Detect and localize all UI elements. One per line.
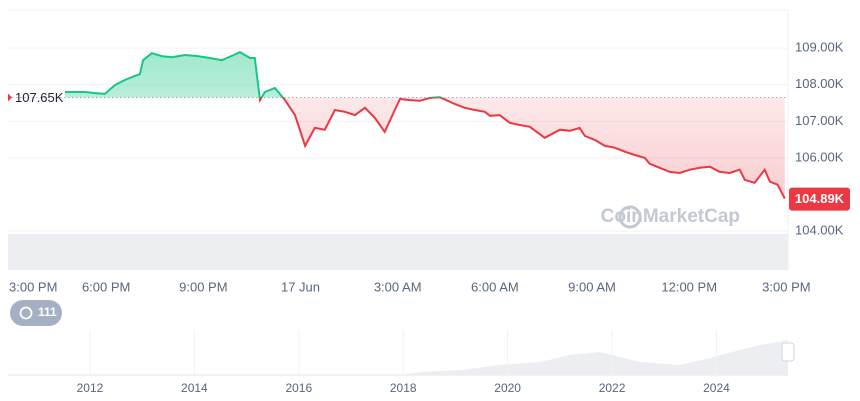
x-tick-label: 12:00 PM	[661, 279, 717, 294]
history-badge[interactable]: 111	[10, 300, 62, 326]
x-tick-label: 3:00 PM	[762, 279, 810, 294]
area-up	[65, 52, 785, 98]
x-tick-label: 9:00 PM	[179, 279, 227, 294]
x-tick-label: 6:00 AM	[471, 279, 519, 294]
volume-bars	[8, 234, 788, 270]
navigator-tick-label: 2012	[77, 381, 104, 395]
x-tick-label: 9:00 AM	[568, 279, 616, 294]
navigator-tick-label: 2014	[181, 381, 208, 395]
y-tick-label: 106.00K	[795, 149, 844, 164]
x-tick-label: 3:00 PM	[9, 279, 57, 294]
badge-icon	[19, 306, 33, 320]
x-tick-label: 6:00 PM	[82, 279, 130, 294]
navigator-area	[400, 340, 788, 375]
navigator-tick-label: 2022	[599, 381, 626, 395]
y-tick-label: 108.00K	[795, 76, 844, 91]
badge-bg	[10, 300, 62, 326]
price-line-up	[65, 50, 443, 98]
x-tick-label: 3:00 AM	[374, 279, 422, 294]
navigator-tick-label: 2020	[494, 381, 521, 395]
y-tick-label: 109.00K	[795, 40, 844, 55]
navigator-tick-label: 2024	[703, 381, 730, 395]
price-line-down	[258, 97, 786, 200]
navigator-tick-label: 2018	[390, 381, 417, 395]
area-down	[259, 97, 785, 199]
navigator-tick-label: 2016	[285, 381, 312, 395]
baseline-marker	[8, 93, 12, 102]
y-tick-label: 107.00K	[795, 113, 844, 128]
current-price-badge	[789, 187, 850, 211]
badge-text: 111	[38, 305, 57, 319]
current-price-label: 104.89K	[795, 191, 845, 206]
navigator-handle[interactable]	[781, 342, 795, 362]
x-tick-label: 17 Jun	[281, 279, 320, 294]
baseline-label: 107.65K	[15, 90, 64, 105]
y-tick-label: 104.00K	[795, 223, 844, 238]
watermark: CoinMarketCap	[601, 206, 740, 227]
watermark-logo	[618, 205, 642, 229]
